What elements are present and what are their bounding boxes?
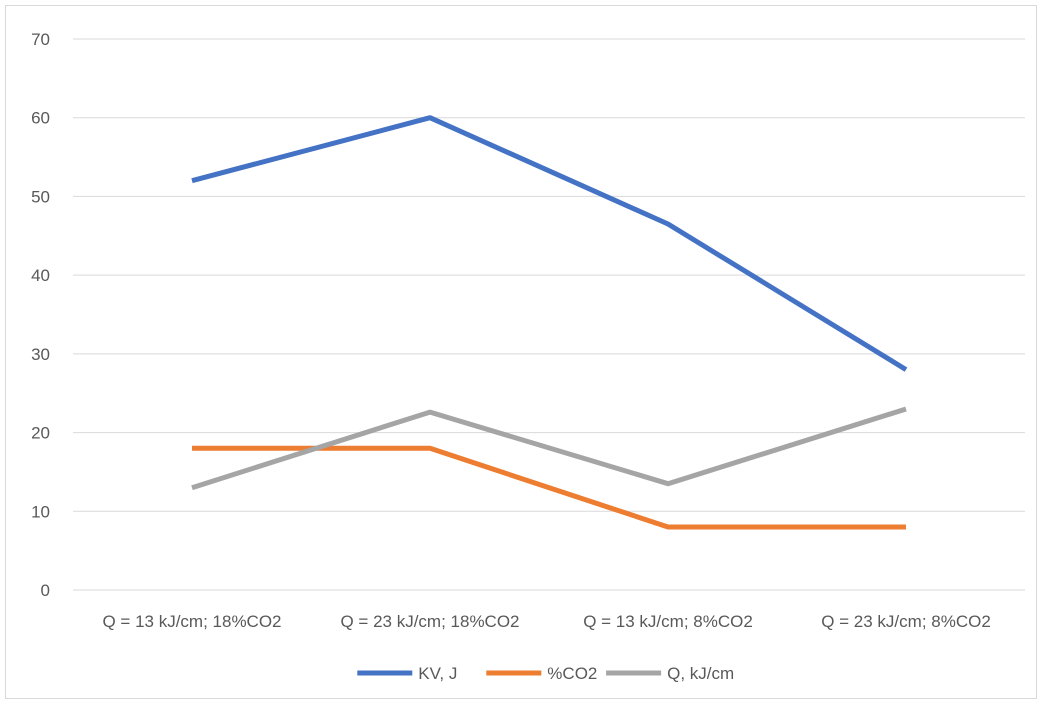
chart-frame [5, 5, 1037, 699]
y-tick-label: 70 [31, 30, 50, 49]
series-lines [191, 115, 908, 530]
y-tick-label: 30 [31, 345, 50, 364]
series-line-2 [191, 406, 907, 491]
x-axis-category-labels: Q = 13 kJ/cm; 18%CO2 Q = 23 kJ/cm; 18%CO2… [102, 612, 990, 631]
series-line-0 [191, 115, 908, 372]
y-axis-tick-labels: 0 10 20 30 40 50 60 70 [31, 30, 50, 600]
y-tick-label: 10 [31, 502, 50, 521]
gridlines [73, 38, 1025, 591]
legend: KV, J %CO2 Q, kJ/cm [357, 664, 734, 683]
y-tick-label: 60 [31, 109, 50, 128]
x-category-label: Q = 13 kJ/cm; 8%CO2 [583, 612, 753, 631]
legend-item: Q, kJ/cm [606, 664, 734, 683]
legend-label: Q, kJ/cm [667, 664, 734, 683]
y-tick-label: 50 [31, 187, 50, 206]
x-category-label: Q = 23 kJ/cm; 8%CO2 [821, 612, 991, 631]
legend-label: %CO2 [547, 664, 597, 683]
x-category-label: Q = 13 kJ/cm; 18%CO2 [102, 612, 281, 631]
x-category-label: Q = 23 kJ/cm; 18%CO2 [340, 612, 519, 631]
y-tick-label: 0 [41, 581, 50, 600]
series-line-1 [192, 445, 906, 530]
y-tick-label: 20 [31, 424, 50, 443]
legend-item: %CO2 [486, 664, 597, 683]
legend-label: KV, J [418, 664, 457, 683]
y-tick-label: 40 [31, 266, 50, 285]
legend-item: KV, J [357, 664, 457, 683]
